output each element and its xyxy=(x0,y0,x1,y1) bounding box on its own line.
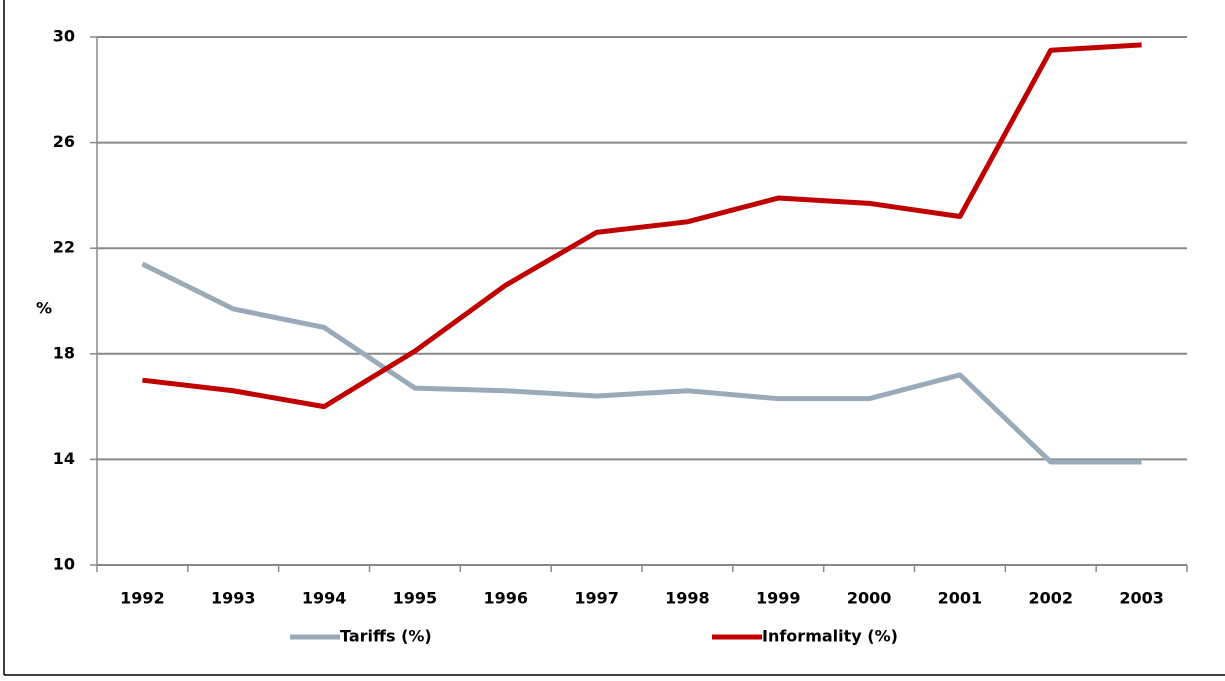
y-axis-label: % xyxy=(36,299,52,318)
x-tick-label: 1998 xyxy=(665,589,710,608)
y-tick-label: 14 xyxy=(53,449,75,468)
legend-label: Tariffs (%) xyxy=(340,627,432,646)
y-tick-label: 26 xyxy=(53,132,75,151)
x-tick-label: 1992 xyxy=(120,589,165,608)
series-line xyxy=(142,42,1142,410)
x-tick-label: 2001 xyxy=(938,589,983,608)
y-tick-label: 18 xyxy=(53,343,75,362)
x-tick-label: 1999 xyxy=(756,589,801,608)
x-tick-label: 1996 xyxy=(483,589,528,608)
x-tick-label: 1994 xyxy=(302,589,347,608)
x-tick-label: 1995 xyxy=(393,589,438,608)
x-tick-label: 1997 xyxy=(574,589,619,608)
x-tick-label: 2002 xyxy=(1028,589,1073,608)
x-tick-label: 2000 xyxy=(847,589,892,608)
legend-label: Informality (%) xyxy=(762,627,898,646)
y-tick-label: 30 xyxy=(53,27,75,46)
y-tick-label: 10 xyxy=(53,555,75,574)
y-tick-label: 22 xyxy=(53,238,75,257)
x-tick-label: 2003 xyxy=(1119,589,1164,608)
series-line xyxy=(141,261,1142,465)
x-tick-label: 1993 xyxy=(211,589,256,608)
